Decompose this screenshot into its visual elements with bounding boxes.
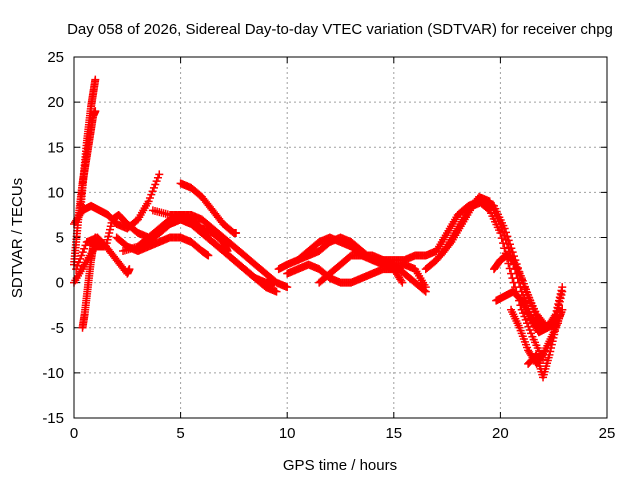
x-tick-label: 0 bbox=[70, 425, 78, 442]
data-point bbox=[223, 247, 232, 256]
x-tick-label: 10 bbox=[279, 425, 296, 442]
series-arc-2 bbox=[76, 75, 100, 215]
x-tick-label: 5 bbox=[176, 425, 184, 442]
data-point bbox=[398, 278, 407, 287]
data-point bbox=[272, 287, 281, 296]
data-point bbox=[508, 248, 517, 257]
data-point bbox=[504, 236, 513, 245]
series-arc-11 bbox=[148, 206, 232, 256]
data-point bbox=[558, 305, 567, 314]
y-tick-label: 15 bbox=[47, 139, 64, 156]
plot-frame bbox=[73, 56, 608, 419]
data-point bbox=[91, 75, 100, 84]
x-axis-label: GPS time / hours bbox=[283, 457, 397, 474]
data-point bbox=[503, 232, 512, 241]
y-axis-label: SDTVAR / TECUs bbox=[9, 178, 26, 298]
data-point bbox=[420, 286, 429, 295]
x-tick-label: 15 bbox=[385, 425, 402, 442]
series-arc-9 bbox=[112, 233, 213, 260]
x-tick-label: 20 bbox=[492, 425, 509, 442]
y-tick-label: 20 bbox=[47, 94, 64, 111]
x-tick-labels: 0 5 10 15 20 25 bbox=[70, 425, 616, 442]
data-point bbox=[505, 240, 514, 249]
y-tick-label: -15 bbox=[42, 410, 64, 427]
data-point bbox=[531, 351, 540, 360]
data-points bbox=[70, 75, 567, 382]
data-point bbox=[501, 228, 510, 237]
y-tick-label: 5 bbox=[56, 230, 64, 247]
data-point bbox=[421, 287, 430, 296]
series-arc-22 bbox=[524, 305, 567, 382]
data-point bbox=[125, 265, 134, 274]
y-tick-label: 10 bbox=[47, 184, 64, 201]
y-tick-labels: -15 -10 -5 0 5 10 15 20 25 bbox=[42, 49, 64, 427]
data-point bbox=[397, 276, 406, 285]
y-tick-label: -10 bbox=[42, 365, 64, 382]
data-point bbox=[507, 244, 516, 253]
y-tick-label: 0 bbox=[56, 275, 64, 292]
data-point bbox=[232, 228, 241, 237]
data-point bbox=[204, 251, 213, 260]
data-point bbox=[558, 283, 567, 292]
series-arc-12 bbox=[176, 179, 241, 237]
data-point bbox=[500, 224, 509, 233]
y-tick-label: -5 bbox=[51, 320, 64, 337]
data-point bbox=[155, 170, 164, 179]
data-point bbox=[283, 283, 292, 292]
x-tick-label: 25 bbox=[599, 425, 616, 442]
y-tick-label: 25 bbox=[47, 49, 64, 66]
chart-title: Day 058 of 2026, Sidereal Day-to-day VTE… bbox=[67, 21, 613, 38]
series-arc-16 bbox=[315, 251, 430, 296]
